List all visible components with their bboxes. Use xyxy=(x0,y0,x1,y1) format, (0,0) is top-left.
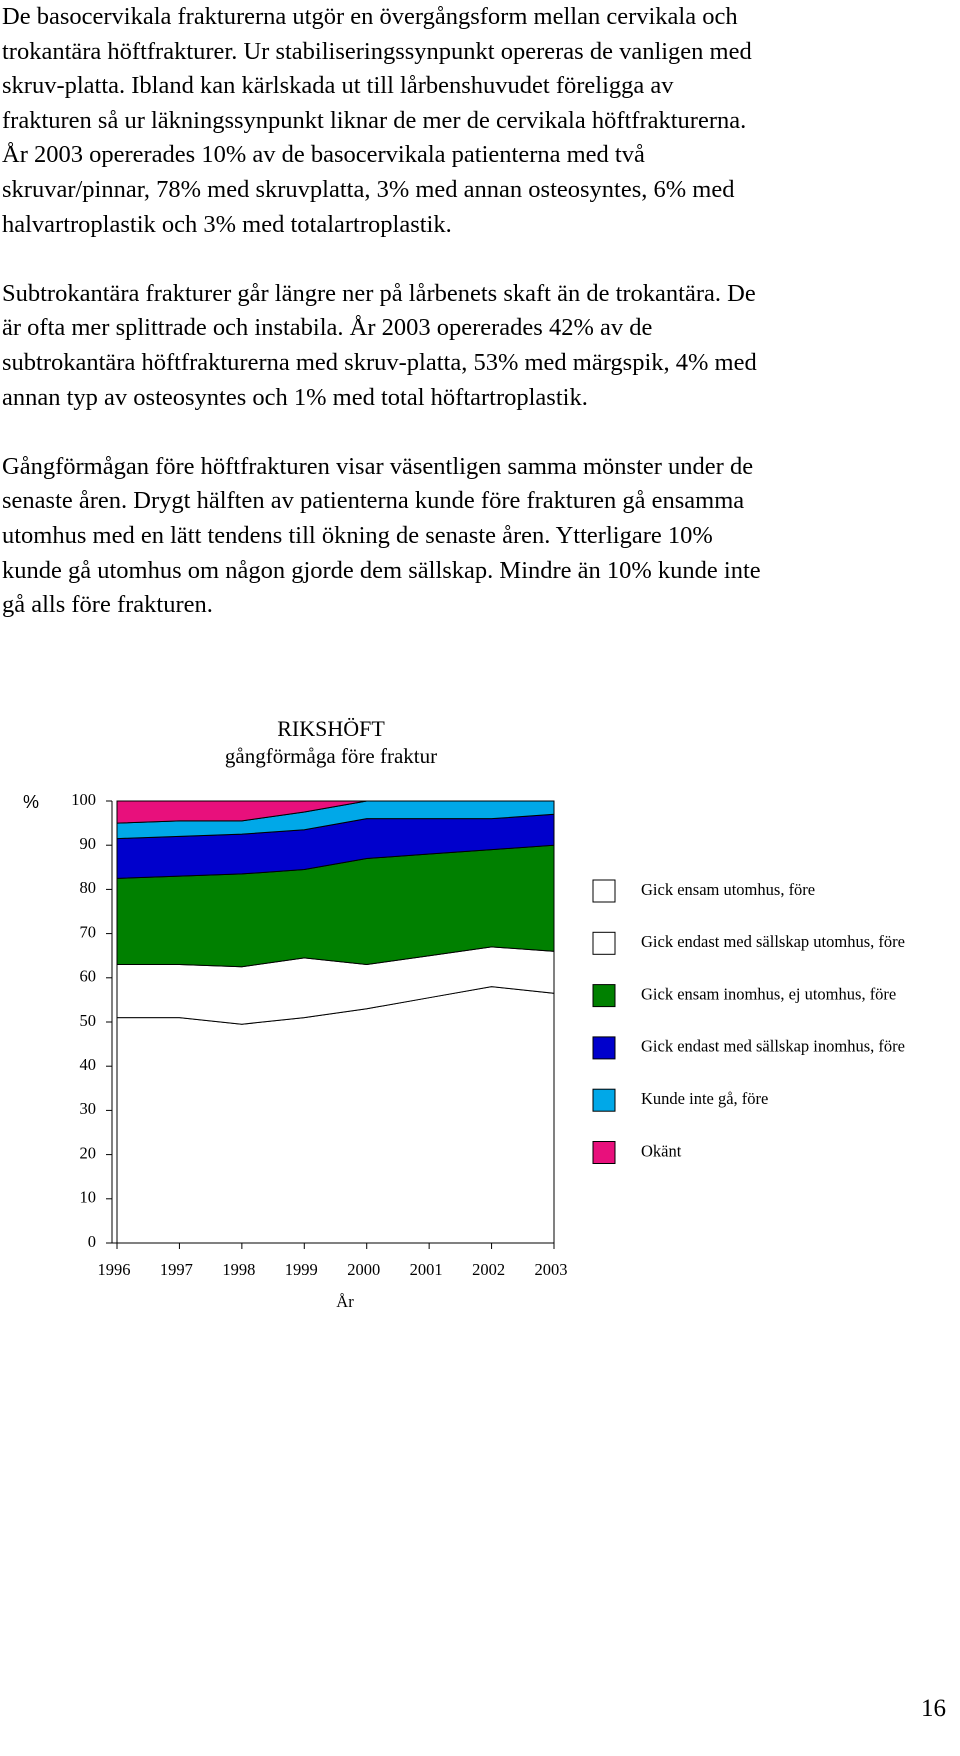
legend-swatch xyxy=(592,984,616,1008)
legend-label: Gick ensam utomhus, före xyxy=(641,880,815,899)
paragraph: De basocervikala frakturerna utgör en öv… xyxy=(2,0,761,242)
legend-swatch xyxy=(592,1141,616,1164)
text-line: subtrokantära höftfrakturerna med skruv-… xyxy=(2,348,757,376)
y-tick-label: 30 xyxy=(80,1099,97,1118)
legend-swatch xyxy=(592,879,616,903)
text-line: frakturen så ur läkningssynpunkt liknar … xyxy=(2,106,747,134)
page-number: 16 xyxy=(921,1695,946,1722)
text-line: utomhus med en lätt tendens till ökning … xyxy=(2,521,713,549)
y-tick-label: 100 xyxy=(71,790,96,809)
text-line: är ofta mer splittrade och instabila. År… xyxy=(2,314,653,342)
chart-title: RIKSHÖFT xyxy=(277,716,385,741)
x-axis-label: År xyxy=(336,1292,354,1311)
legend-label: Kunde inte gå, före xyxy=(641,1089,768,1108)
legend-swatch xyxy=(592,1088,616,1112)
x-tick-label: 1998 xyxy=(222,1260,255,1279)
x-tick-label: 1999 xyxy=(285,1260,318,1279)
y-tick-label: 60 xyxy=(80,967,97,986)
text-line: annan typ av osteosyntes och 1% med tota… xyxy=(2,383,588,411)
area xyxy=(116,800,554,824)
legend-label: Gick ensam inomhus, ej utomhus, före xyxy=(641,984,896,1003)
x-tick-label: 2000 xyxy=(347,1260,380,1279)
y-tick-label: 40 xyxy=(80,1055,97,1074)
x-tick-label: 2002 xyxy=(472,1260,505,1279)
legend-swatch xyxy=(592,931,616,955)
legend-label: Okänt xyxy=(641,1141,682,1160)
x-tick-label: 1996 xyxy=(98,1260,131,1279)
text-line: skruvar/pinnar, 78% med skruvplatta, 3% … xyxy=(2,175,735,203)
paragraph: Gångförmågan före höftfrakturen visar vä… xyxy=(2,450,761,623)
text-line: Subtrokantära frakturer går längre ner p… xyxy=(2,279,756,307)
text-line: senaste åren. Drygt hälften av patienter… xyxy=(2,487,745,515)
chart-subtitle: gångförmåga före fraktur xyxy=(225,744,437,768)
text-line: Gångförmågan före höftfrakturen visar vä… xyxy=(2,452,754,480)
x-tick-label: 1997 xyxy=(160,1260,193,1279)
y-axis-label: % xyxy=(23,792,39,812)
legend-label: Gick endast med sällskap inomhus, före xyxy=(641,1037,905,1056)
y-tick-label: 0 xyxy=(88,1232,96,1251)
y-tick-label: 80 xyxy=(80,878,97,897)
y-tick-label: 50 xyxy=(80,1011,97,1030)
text-line: halvartroplastik och 3% med totalartropl… xyxy=(2,210,452,238)
area xyxy=(116,986,555,1244)
y-tick-label: 20 xyxy=(80,1143,97,1162)
x-tick-label: 2001 xyxy=(410,1260,443,1279)
text-line: gå alls före frakturen. xyxy=(2,591,213,619)
text-line: trokantära höftfrakturer. Ur stabiliseri… xyxy=(2,37,752,65)
text-line: skruv-platta. Ibland kan kärlskada ut ti… xyxy=(2,72,674,100)
y-tick-label: 90 xyxy=(80,834,97,853)
body-text: De basocervikala frakturerna utgör en öv… xyxy=(2,0,761,657)
x-tick-label: 2003 xyxy=(535,1260,568,1279)
text-line: De basocervikala frakturerna utgör en öv… xyxy=(2,3,738,30)
text-line: kunde gå utomhus om någon gjorde dem säl… xyxy=(2,556,761,584)
paragraph: Subtrokantära frakturer går längre ner p… xyxy=(2,277,761,415)
y-tick-label: 10 xyxy=(80,1188,97,1207)
legend-swatch xyxy=(592,1036,616,1060)
text-line: År 2003 opererades 10% av de basocervika… xyxy=(2,141,645,169)
legend-label: Gick endast med sällskap utomhus, före xyxy=(641,932,905,951)
y-tick-label: 70 xyxy=(80,922,97,941)
